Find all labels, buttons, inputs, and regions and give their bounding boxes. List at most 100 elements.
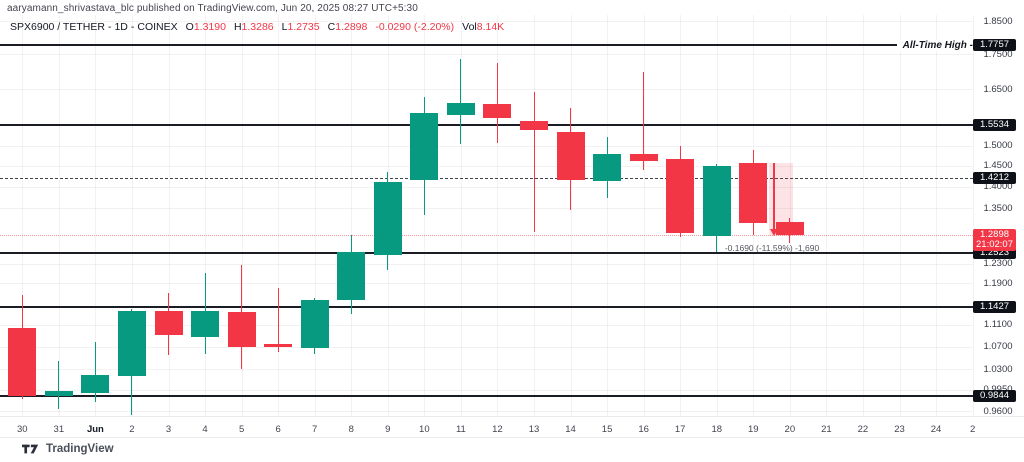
ohlc-label: L <box>281 21 288 33</box>
grid-line-h <box>0 21 973 22</box>
horizontal-ray-line <box>0 251 973 254</box>
grid-line-h <box>0 186 973 188</box>
measure-tool-label: -0.1690 (-11.59%) -1,690 <box>724 243 820 253</box>
tradingview-logomark <box>22 444 39 454</box>
grid-line-v <box>205 15 207 416</box>
grid-line-h <box>0 208 973 210</box>
candle-body <box>556 131 585 180</box>
time-tick-label: 24 <box>930 424 942 435</box>
tradingview-logo[interactable]: TradingView <box>22 443 114 455</box>
ohlc-value: 1.2735 <box>287 21 320 33</box>
time-tick-label: 15 <box>601 424 613 435</box>
candle-body <box>483 103 512 118</box>
candle-body <box>520 120 548 131</box>
grid-line-h <box>0 411 973 412</box>
price-level-badge: 1.4212 <box>973 171 1016 184</box>
grid-line-v <box>95 15 97 416</box>
time-tick-label: 2 <box>969 424 976 435</box>
time-tick-label: 22 <box>857 424 869 435</box>
symbol-name: SPX6900 / TETHER <box>10 21 105 33</box>
grid-line-v <box>862 15 864 416</box>
time-tick-label: 19 <box>748 424 759 435</box>
ohlc-label: O <box>185 21 194 33</box>
price-tick-label: 0.9600 <box>983 405 1013 417</box>
interval-label: 1D <box>114 21 128 33</box>
grid-line-h <box>0 89 973 91</box>
candle-wick <box>94 342 96 402</box>
grid-line-h <box>0 283 973 285</box>
price-tick-label: 1.2300 <box>983 258 1013 270</box>
horizontal-ray-line <box>0 44 973 47</box>
price-axis[interactable]: 1.2898 21:02:07 1.8500 1.7500 1.6500 1.5000… <box>973 0 1024 417</box>
grid-line-v <box>351 15 353 416</box>
candle-body <box>629 154 658 162</box>
ohlc-value: 1.3190 <box>193 21 226 33</box>
exchange-label: COINEX <box>137 21 178 33</box>
horizontal-ray-line <box>0 123 973 126</box>
legend-separator: - <box>130 21 135 33</box>
price-tick-label: 1.1900 <box>983 277 1013 289</box>
grid-line-v <box>314 15 316 416</box>
time-tick-label: 10 <box>419 424 430 435</box>
symbol-legend[interactable]: SPX6900 / TETHER -1D - COINEX O1.3190 H1.3286… <box>10 21 504 33</box>
price-tick-label: 1.4500 <box>983 160 1013 172</box>
dashed-level-line <box>0 177 973 179</box>
candle-body <box>775 222 804 236</box>
grid-line-v <box>424 15 426 416</box>
time-tick-label: 18 <box>711 424 723 435</box>
time-axis[interactable]: 30 31 Jun 2 3 4 5 6 7 8 9 10 11 12 13 14 15 16 17 18 19 20 21 2… <box>0 416 1024 438</box>
price-level-badge: 0.9844 <box>973 390 1016 403</box>
candle-wick <box>58 361 60 409</box>
time-tick-label: 20 <box>784 424 796 435</box>
volume-label: Vol <box>462 21 477 33</box>
footer-bar: TradingView <box>0 437 1024 462</box>
grid-line-v <box>899 15 901 416</box>
grid-line-h <box>0 389 973 391</box>
horizontal-ray-line <box>0 306 973 309</box>
grid-line-h <box>0 324 973 326</box>
candle-body <box>8 327 37 396</box>
ohlc-label: C <box>327 21 336 33</box>
time-tick-label: 3 <box>165 424 172 435</box>
time-tick-label: 11 <box>455 424 466 435</box>
change-value: -0.0290 (-2.20%) <box>375 21 455 33</box>
candle-wick <box>277 288 279 353</box>
grid-line-v <box>22 15 24 416</box>
time-tick-label: 12 <box>492 424 503 435</box>
grid-line-v <box>534 15 535 416</box>
grid-line-v <box>570 15 572 416</box>
price-tick-label: 1.3500 <box>983 202 1013 214</box>
time-tick-label: 17 <box>674 424 686 435</box>
time-tick-label: 9 <box>385 424 391 435</box>
candle-body <box>300 299 329 348</box>
time-tick-label: 13 <box>528 424 540 435</box>
bar-countdown: 21:02:07 <box>976 238 1013 250</box>
price-tick-label: 1.0700 <box>983 341 1013 352</box>
candle-body <box>264 343 293 348</box>
last-price-badge: 1.2898 21:02:07 <box>973 229 1016 251</box>
time-tick-label: 4 <box>202 424 208 435</box>
candle-body <box>81 374 110 393</box>
candle-wick <box>496 63 498 143</box>
time-tick-label: 14 <box>565 424 576 435</box>
price-tick-label: 1.7500 <box>983 48 1013 60</box>
grid-line-h <box>0 165 973 167</box>
attribution-text: aaryamann_shrivastava_blc published on T… <box>7 3 418 14</box>
grid-line-h <box>0 145 973 147</box>
grid-line-v <box>607 15 609 416</box>
candle-body <box>593 154 622 182</box>
last-price-line <box>0 235 973 237</box>
volume-value: 8.14K <box>476 21 505 33</box>
price-tick-label: 0.9950 <box>973 384 1023 395</box>
price-tick-label: 1.8500 <box>983 15 1013 27</box>
measure-arrow-line <box>773 163 775 231</box>
grid-line-v <box>131 15 133 416</box>
grid-line-v <box>278 15 280 416</box>
grid-line-v <box>58 15 60 416</box>
chart-plot-area[interactable] <box>0 0 1024 416</box>
candle-body <box>337 252 366 301</box>
price-level-badge: 1.7757 <box>973 39 1016 52</box>
candle-body <box>191 311 220 337</box>
time-tick-label: 2 <box>129 424 135 435</box>
grid-line-h <box>0 369 973 371</box>
